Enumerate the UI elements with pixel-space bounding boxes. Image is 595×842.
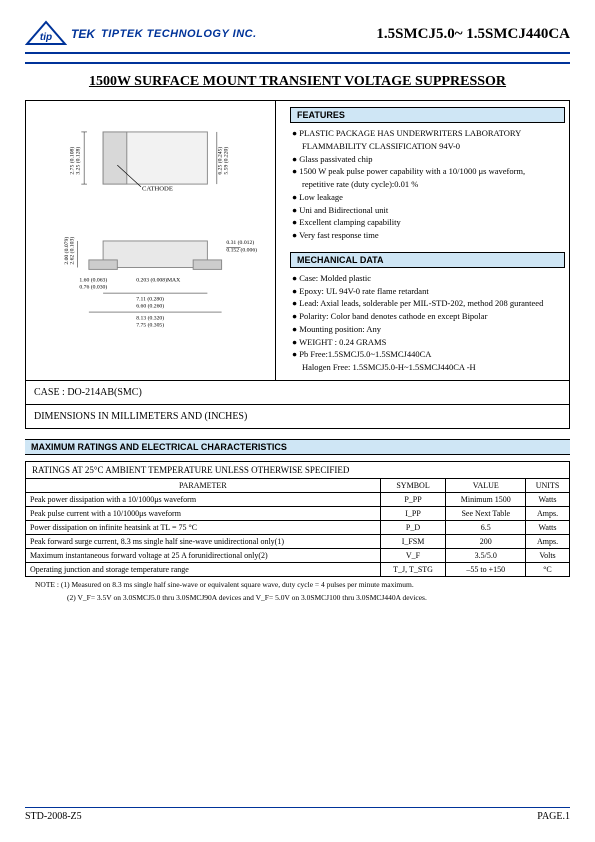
svg-text:6.60 (0.260): 6.60 (0.260) <box>136 302 164 309</box>
footer-right: PAGE.1 <box>537 811 570 822</box>
col-symbol: SYMBOL <box>380 478 446 492</box>
svg-text:0.152 (0.006): 0.152 (0.006) <box>226 246 257 253</box>
svg-text:2.00 (0.079): 2.00 (0.079) <box>63 237 70 265</box>
mech-item: WEIGHT : 0.24 GRAMS <box>292 336 565 349</box>
col-units: UNITS <box>526 478 570 492</box>
table-row: Operating junction and storage temperatu… <box>26 562 570 576</box>
features-column: FEATURES PLASTIC PACKAGE HAS UNDERWRITER… <box>286 101 569 380</box>
main-box: CATHODE 3.25 (0.128) 2.75 (0.108) 6.25 (… <box>25 100 570 429</box>
svg-text:5.59 (0.220): 5.59 (0.220) <box>222 147 229 175</box>
brand-name: TIPTEK TECHNOLOGY INC. <box>101 28 257 40</box>
part-number: 1.5SMCJ5.0~ 1.5SMCJ440CA <box>376 26 570 43</box>
mech-item: Epoxy: UL 94V-0 rate flame retardant <box>292 285 565 298</box>
ratings-caption: RATINGS AT 25°C AMBIENT TEMPERATURE UNLE… <box>26 461 570 478</box>
cathode-label: CATHODE <box>142 186 173 193</box>
svg-text:7.11 (0.280): 7.11 (0.280) <box>136 296 164 303</box>
table-row: Peak pulse current with a 10/1000μs wave… <box>26 506 570 520</box>
diagram-column: CATHODE 3.25 (0.128) 2.75 (0.108) 6.25 (… <box>26 101 276 380</box>
mech-item: Halogen Free: 1.5SMCJ5.0-H~1.5SMCJ440CA … <box>292 361 565 374</box>
col-parameter: PARAMETER <box>26 478 381 492</box>
mech-item: Lead: Axial leads, solderable per MIL-ST… <box>292 297 565 310</box>
feature-item: repetitive rate (duty cycle):0.01 % <box>292 178 565 191</box>
feature-item: PLASTIC PACKAGE HAS UNDERWRITERS LABORAT… <box>292 127 565 140</box>
package-diagram: CATHODE 3.25 (0.128) 2.75 (0.108) 6.25 (… <box>32 107 269 337</box>
mech-item: Pb Free:1.5SMCJ5.0~1.5SMCJ440CA <box>292 348 565 361</box>
brand-sub: TEK <box>71 27 95 41</box>
feature-item: Excellent clamping capability <box>292 216 565 229</box>
mech-item: Polarity: Color band denotes cathode en … <box>292 310 565 323</box>
tiptek-logo-icon: tip <box>25 20 67 48</box>
note-1: NOTE : (1) Measured on 8.3 ms single hal… <box>25 580 570 590</box>
ratings-table: RATINGS AT 25°C AMBIENT TEMPERATURE UNLE… <box>25 461 570 577</box>
table-row: Peak power dissipation with a 10/1000μs … <box>26 492 570 506</box>
svg-text:1.60 (0.063): 1.60 (0.063) <box>79 277 107 284</box>
svg-text:0.203 (0.008)MAX: 0.203 (0.008)MAX <box>136 277 180 284</box>
svg-text:2.75 (0.108): 2.75 (0.108) <box>69 147 76 175</box>
feature-item: Low leakage <box>292 191 565 204</box>
table-row: Peak forward surge current, 8.3 ms singl… <box>26 534 570 548</box>
table-row: Maximum instantaneous forward voltage at… <box>26 548 570 562</box>
mech-item: Case: Molded plastic <box>292 272 565 285</box>
header-underline <box>25 62 570 64</box>
page-title: 1500W SURFACE MOUNT TRANSIENT VOLTAGE SU… <box>25 74 570 90</box>
footer-left: STD-2008-Z5 <box>25 811 82 822</box>
svg-text:7.75 (0.305): 7.75 (0.305) <box>136 321 164 328</box>
case-label: CASE : DO-214AB(SMC) <box>26 380 569 404</box>
feature-item: Very fast response time <box>292 229 565 242</box>
table-row: Power dissipation on infinite heatsink a… <box>26 520 570 534</box>
logo: tip TEK <box>25 20 95 48</box>
features-heading: FEATURES <box>290 107 565 123</box>
table-header-row: PARAMETER SYMBOL VALUE UNITS <box>26 478 570 492</box>
page-header: tip TEK TIPTEK TECHNOLOGY INC. 1.5SMCJ5.… <box>25 20 570 54</box>
max-ratings-heading: MAXIMUM RATINGS AND ELECTRICAL CHARACTER… <box>25 439 570 455</box>
mechanical-list: Case: Molded plastic Epoxy: UL 94V-0 rat… <box>290 272 565 374</box>
svg-text:0.76 (0.030): 0.76 (0.030) <box>79 283 107 290</box>
page-footer: STD-2008-Z5 PAGE.1 <box>25 807 570 822</box>
col-value: VALUE <box>446 478 526 492</box>
dimensions-label: DIMENSIONS IN MILLIMETERS AND (INCHES) <box>26 404 569 428</box>
feature-item: Glass passivated chip <box>292 153 565 166</box>
features-list: PLASTIC PACKAGE HAS UNDERWRITERS LABORAT… <box>290 127 565 242</box>
feature-item: Uni and Bidirectional unit <box>292 204 565 217</box>
feature-item: 1500 W peak pulse power capability with … <box>292 165 565 178</box>
svg-text:0.31 (0.012): 0.31 (0.012) <box>226 239 254 246</box>
mech-item: Mounting position: Any <box>292 323 565 336</box>
svg-text:8.13 (0.320): 8.13 (0.320) <box>136 315 164 322</box>
note-2: (2) V_F= 3.5V on 3.0SMCJ5.0 thru 3.0SMCJ… <box>25 593 570 603</box>
feature-item: FLAMMABILITY CLASSIFICATION 94V-0 <box>292 140 565 153</box>
mechanical-heading: MECHANICAL DATA <box>290 252 565 268</box>
svg-text:tip: tip <box>40 32 52 43</box>
